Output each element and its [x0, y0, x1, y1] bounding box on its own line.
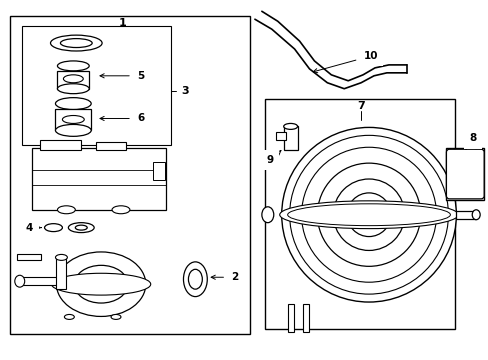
- Ellipse shape: [283, 123, 297, 129]
- Circle shape: [448, 149, 455, 156]
- Ellipse shape: [61, 39, 92, 48]
- Bar: [302, 304, 308, 332]
- Text: 10: 10: [313, 51, 378, 73]
- Bar: [32, 148, 165, 210]
- Ellipse shape: [112, 206, 130, 214]
- Ellipse shape: [64, 314, 74, 319]
- Bar: [21, 26, 170, 145]
- Circle shape: [281, 127, 455, 302]
- Bar: [20, 277, 57, 285]
- Text: 1: 1: [119, 18, 126, 28]
- Ellipse shape: [57, 61, 89, 71]
- Ellipse shape: [50, 35, 102, 51]
- Ellipse shape: [51, 273, 150, 295]
- Circle shape: [474, 149, 481, 156]
- Text: 5: 5: [100, 71, 144, 81]
- Circle shape: [333, 179, 404, 251]
- Bar: [96, 142, 126, 150]
- Ellipse shape: [62, 116, 84, 123]
- Ellipse shape: [44, 224, 62, 231]
- Circle shape: [448, 190, 455, 197]
- Ellipse shape: [287, 204, 449, 226]
- Text: 8: 8: [465, 133, 476, 149]
- FancyBboxPatch shape: [446, 149, 483, 199]
- Text: 3: 3: [181, 86, 189, 96]
- Text: 6: 6: [100, 113, 144, 123]
- Circle shape: [289, 135, 447, 294]
- Ellipse shape: [68, 223, 94, 233]
- Circle shape: [301, 147, 436, 282]
- Text: 7: 7: [357, 100, 364, 111]
- Ellipse shape: [454, 159, 474, 185]
- Ellipse shape: [63, 75, 83, 83]
- Text: 9: 9: [265, 150, 281, 165]
- Ellipse shape: [15, 275, 25, 287]
- Bar: [55, 109, 91, 130]
- Bar: [10, 16, 249, 334]
- Text: 2: 2: [211, 272, 238, 282]
- Text: 4: 4: [26, 222, 41, 233]
- Bar: [275, 132, 285, 140]
- Circle shape: [317, 163, 420, 266]
- Ellipse shape: [57, 84, 89, 94]
- Ellipse shape: [57, 206, 75, 214]
- Ellipse shape: [262, 207, 273, 223]
- Ellipse shape: [56, 252, 145, 316]
- Bar: [446, 148, 483, 200]
- Bar: [455, 211, 475, 219]
- Circle shape: [358, 205, 378, 225]
- Ellipse shape: [188, 269, 202, 289]
- Bar: [40, 140, 81, 150]
- Ellipse shape: [471, 210, 479, 220]
- Ellipse shape: [55, 125, 91, 136]
- Bar: [17, 255, 41, 260]
- Circle shape: [474, 190, 481, 197]
- Circle shape: [346, 193, 390, 237]
- Ellipse shape: [55, 255, 67, 260]
- Ellipse shape: [75, 225, 87, 230]
- Ellipse shape: [55, 98, 91, 109]
- Bar: [57, 71, 89, 89]
- Bar: [264, 99, 454, 329]
- Ellipse shape: [279, 201, 457, 229]
- Ellipse shape: [111, 314, 121, 319]
- Bar: [56, 257, 66, 289]
- Bar: [287, 304, 293, 332]
- Ellipse shape: [74, 265, 128, 303]
- Bar: [152, 162, 164, 180]
- Bar: [283, 126, 297, 150]
- Ellipse shape: [183, 262, 207, 297]
